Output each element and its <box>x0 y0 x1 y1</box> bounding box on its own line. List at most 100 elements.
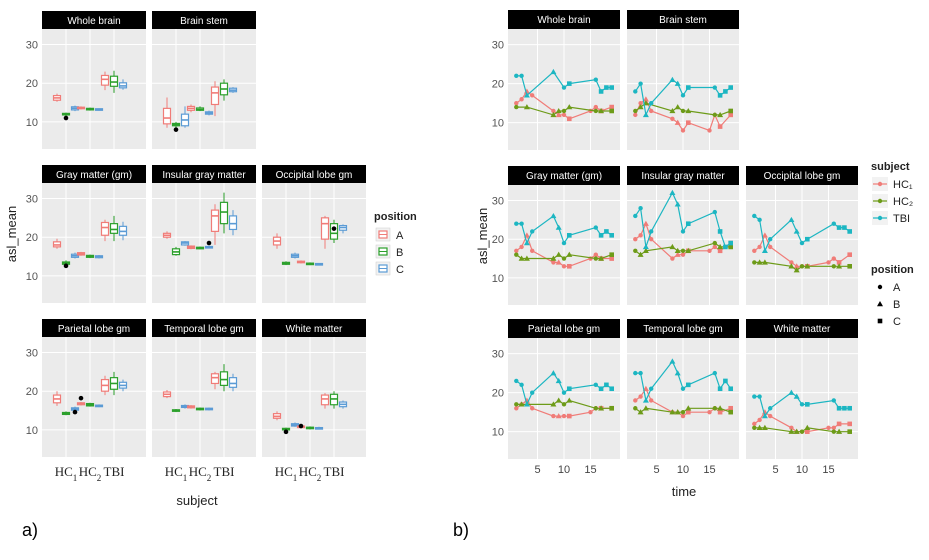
legend-label: HC₁ <box>893 179 913 191</box>
point-square <box>728 240 733 246</box>
point-circle <box>633 213 638 219</box>
point-square <box>598 89 604 94</box>
point-triangle <box>598 107 605 114</box>
point-circle <box>680 229 686 234</box>
point-circle <box>712 370 717 376</box>
point-triangle <box>674 119 681 125</box>
point-triangle <box>788 428 795 434</box>
point-square <box>567 233 572 238</box>
point-circle <box>593 252 598 257</box>
point-circle <box>561 112 567 118</box>
legend-label: B <box>396 247 403 259</box>
point-triangle <box>674 251 681 257</box>
facet-panel: Whole brain 10 20 30 <box>492 10 620 150</box>
point-circle <box>707 248 712 254</box>
x-tick-label: HC1 <box>165 464 188 483</box>
point-triangle <box>518 401 525 407</box>
point-circle <box>514 378 519 384</box>
point-circle <box>831 425 836 430</box>
y-tick-label: 20 <box>26 386 38 398</box>
point-triangle <box>550 111 557 118</box>
x-tick-label: 5 <box>534 464 540 476</box>
point-circle <box>680 386 686 391</box>
point-circle <box>514 100 519 106</box>
outlier-point <box>72 409 78 415</box>
y-tick-label: 30 <box>492 40 504 52</box>
point-circle <box>551 413 556 419</box>
facet-title: Gray matter (gm) <box>56 170 132 181</box>
y-tick-label: 10 <box>492 273 504 285</box>
point-circle <box>633 406 638 411</box>
point-triangle <box>793 228 800 234</box>
facet-title: Occipital lobe gm <box>764 171 841 182</box>
point-triangle <box>669 243 676 250</box>
point-circle <box>649 236 654 242</box>
x-tick-label: HC1 <box>55 464 78 483</box>
x-axis-label: time <box>672 484 697 499</box>
y-tick-label: 30 <box>492 195 504 207</box>
y-tick-label: 10 <box>492 427 504 439</box>
point-triangle <box>717 243 724 250</box>
facet-title: Insular gray matter <box>162 170 246 181</box>
point-triangle <box>761 247 768 254</box>
facet-strip <box>152 319 256 337</box>
point-circle <box>680 409 686 415</box>
y-tick-label: 30 <box>26 39 38 51</box>
point-square <box>609 233 614 238</box>
point-triangle <box>877 301 883 307</box>
point-circle <box>789 425 794 430</box>
y-tick-label: 10 <box>26 271 38 283</box>
point-circle <box>712 240 717 246</box>
point-triangle <box>788 263 795 269</box>
point-triangle <box>598 255 605 261</box>
point-triangle <box>674 247 681 254</box>
facet-strip <box>42 165 146 183</box>
x-tick-label: HC2 <box>189 464 212 483</box>
point-triangle <box>566 251 573 257</box>
facet-panel: Gray matter (gm) 10 20 30 <box>26 165 146 303</box>
point-circle <box>799 429 805 434</box>
point-circle <box>752 260 757 265</box>
point-triangle <box>523 401 530 407</box>
legend-label: HC₂ <box>893 196 913 208</box>
point-triangle <box>550 68 557 75</box>
point-square <box>686 409 691 415</box>
facet-title: Parietal lobe gm <box>528 324 600 335</box>
point-circle <box>593 104 598 110</box>
point-square <box>717 386 723 392</box>
point-square <box>836 421 842 427</box>
legend-position: position ABC <box>871 264 914 328</box>
outlier-point <box>63 263 69 269</box>
point-circle <box>514 252 519 257</box>
facet-panel: Occipital lobe gm <box>262 165 366 303</box>
point-circle <box>514 406 519 411</box>
point-triangle <box>518 255 525 261</box>
point-circle <box>680 108 686 114</box>
point-circle <box>638 100 643 106</box>
point-triangle <box>669 409 676 415</box>
point-circle <box>768 244 773 250</box>
y-tick-label: 10 <box>492 118 504 130</box>
panel-label-a: a) <box>22 520 38 540</box>
point-circle <box>530 248 535 254</box>
point-triangle <box>550 212 557 219</box>
point-triangle <box>669 189 676 195</box>
point-circle <box>826 260 831 265</box>
legend-position: position ABC <box>374 211 417 276</box>
facet-title: Temporal lobe gm <box>643 324 722 335</box>
box <box>100 74 110 86</box>
facet-strip <box>42 11 146 29</box>
point-triangle <box>523 92 530 98</box>
point-triangle <box>566 397 573 403</box>
plot-background <box>262 337 366 457</box>
point-circle <box>519 221 524 226</box>
legend-title: position <box>374 211 417 223</box>
facet-strip <box>627 166 739 185</box>
x-tick-label: 10 <box>558 464 570 476</box>
point-square <box>728 405 733 411</box>
point-circle <box>831 264 836 269</box>
series-line <box>516 70 612 97</box>
y-tick-label: 30 <box>26 347 38 359</box>
point-circle <box>789 260 794 265</box>
point-triangle <box>669 76 676 82</box>
